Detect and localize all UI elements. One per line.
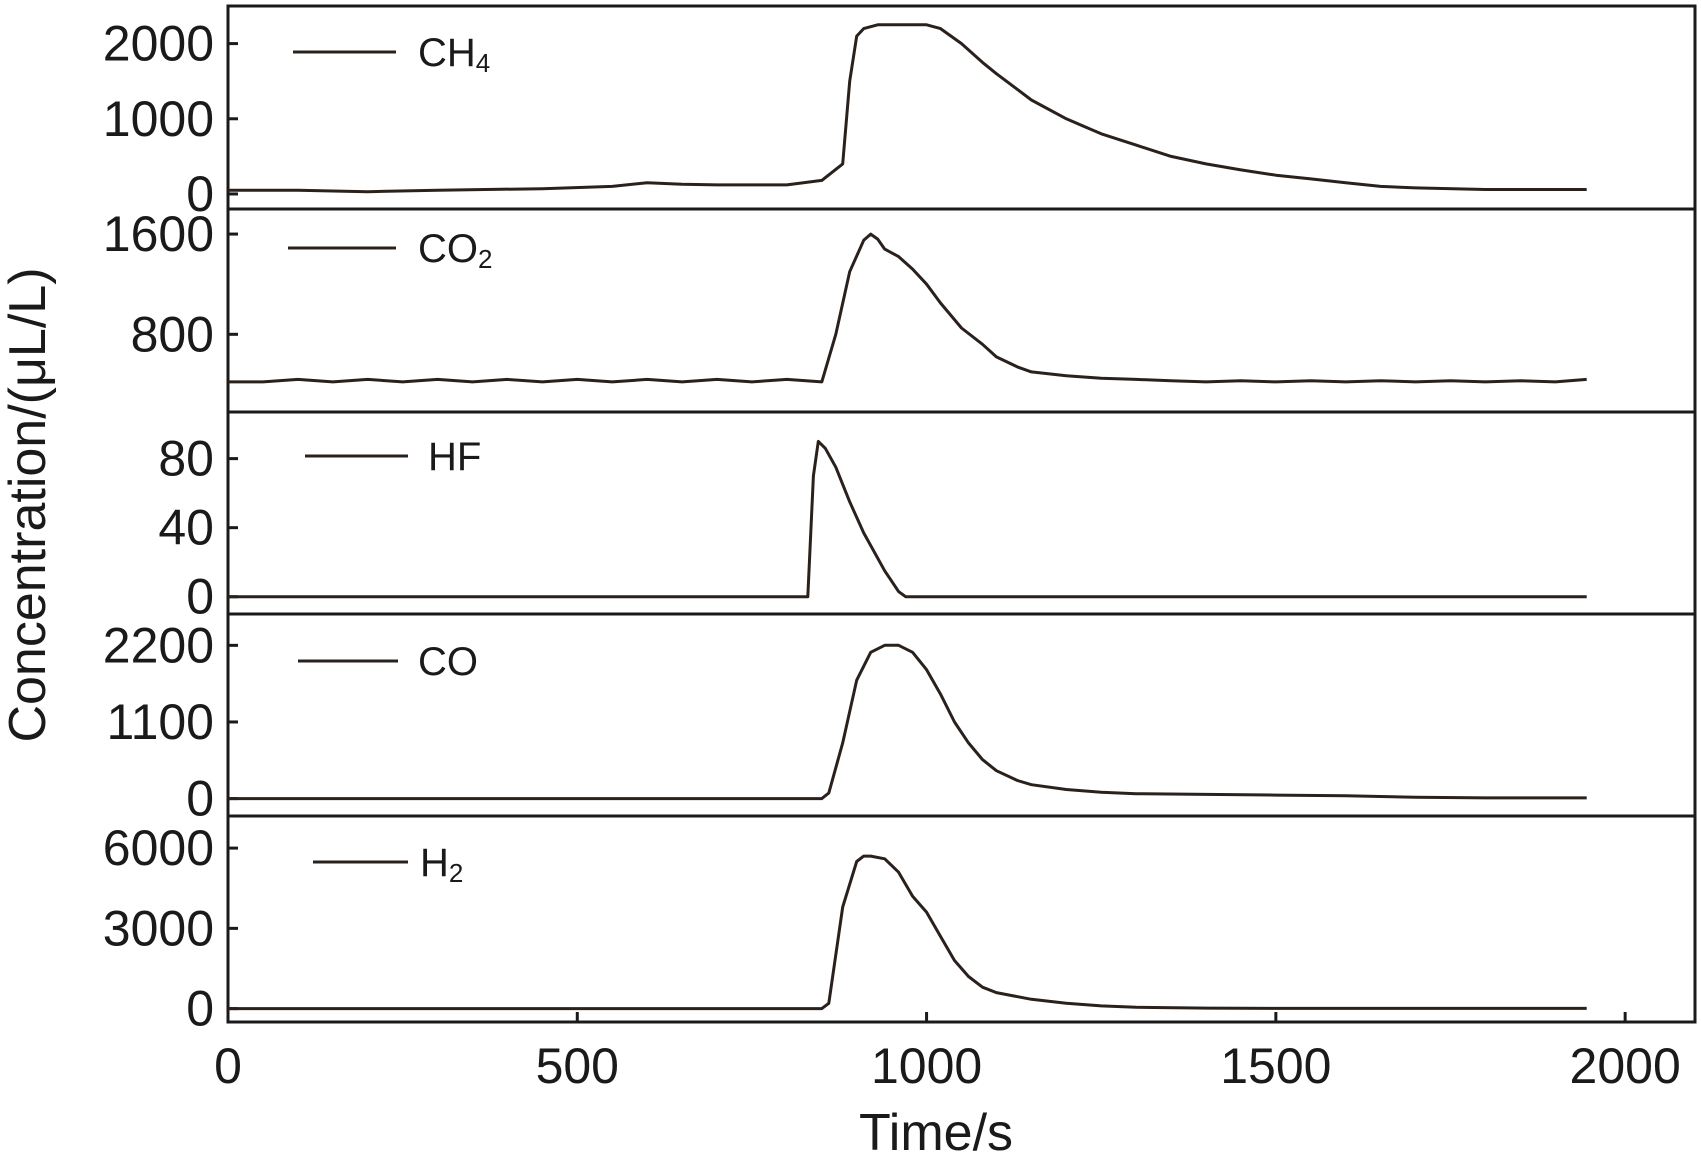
y-tick-label: 1600 [103,206,214,262]
legend-label-ch4: CH4 [418,31,490,78]
panel-co: 0 1100 2200 CO [103,617,1587,827]
panel-h2: 0 3000 6000 H2 [103,820,1587,1037]
y-tick-label: 3000 [103,900,214,956]
series-line-co2 [228,232,1587,384]
x-tick-label: 1500 [1220,1038,1331,1094]
x-tick-label: 1000 [871,1038,982,1094]
series-line-h2 [228,854,1587,1011]
panel-dividers [228,207,1695,818]
x-axis-title: Time/s [859,1104,1013,1162]
plot-frame [226,4,1697,1024]
y-tick-label: 0 [186,981,214,1037]
legend-label-hf: HF [428,435,481,479]
y-tick-label: 0 [186,166,214,222]
y-tick-label: 0 [186,569,214,625]
legend-label-co: CO [418,640,478,684]
y-tick-label: 2200 [103,617,214,673]
legend-label-co2: CO2 [418,227,492,274]
y-tick-label: 40 [158,500,214,556]
y-tick-label: 800 [131,306,214,362]
chart-panels: 0 1000 2000 CH4 800 1600 CO2 0 40 80 HF 0 1100 2200 CO… [103,16,1587,1037]
x-tick-label: 0 [214,1038,242,1094]
y-tick-label: 1100 [106,694,214,750]
y-tick-label: 6000 [103,820,214,876]
legend-label-h2: H2 [420,841,463,888]
x-axis: 0 500 1000 1500 2000 [214,1012,1681,1094]
y-tick-label: 80 [158,431,214,487]
y-tick-label: 2000 [103,16,214,72]
series-line-hf [228,439,1587,599]
y-axis-title: Concentration/(μL/L) [0,267,57,742]
panel-hf: 0 40 80 HF [158,431,1587,625]
series-line-co [228,643,1587,801]
series-line-ch4 [228,23,1587,194]
panel-co2: 800 1600 CO2 [103,206,1587,384]
x-tick-label: 2000 [1570,1038,1681,1094]
x-tick-label: 500 [536,1038,619,1094]
y-tick-label: 0 [186,771,214,827]
y-tick-label: 1000 [103,91,214,147]
panel-ch4: 0 1000 2000 CH4 [103,16,1587,222]
